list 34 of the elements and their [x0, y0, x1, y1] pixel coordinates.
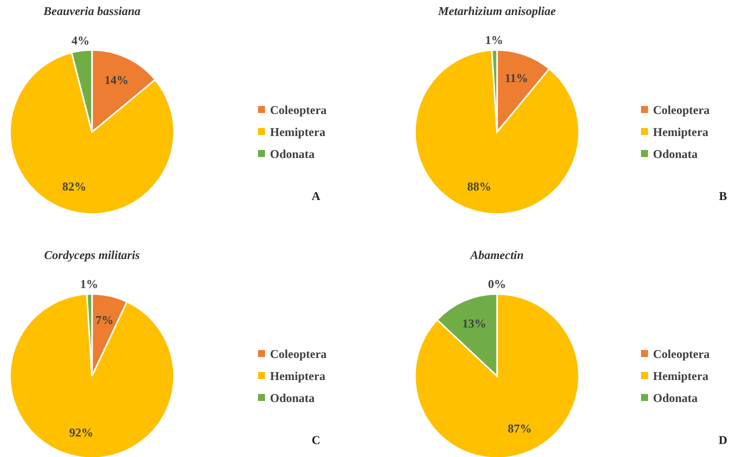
chart-title: Abamectin [469, 248, 524, 262]
pie-slice [414, 49, 580, 215]
legend-label: Odonata [270, 147, 315, 161]
legend-label: Coleoptera [653, 103, 710, 117]
data-label: 87% [508, 422, 532, 436]
chart-title: Cordyceps militaris [44, 248, 140, 262]
text: A [312, 189, 321, 203]
chart-title: Beauveria bassiana [42, 4, 141, 18]
legend-label: Odonata [653, 391, 698, 405]
data-label: 7% [96, 312, 114, 327]
data-label: 1% [80, 277, 98, 292]
data-label: 82% [62, 180, 86, 194]
text: 0% [488, 277, 506, 291]
text: B [718, 189, 728, 203]
legend-label: Coleoptera [653, 347, 710, 361]
legend-label: Hemiptera [653, 125, 708, 139]
data-label: 1% [485, 33, 504, 48]
data-label: 13% [462, 316, 486, 330]
data-label: 88% [467, 180, 492, 194]
legend-label: Odonata [270, 391, 315, 405]
text: D [718, 433, 728, 447]
data-label: 92% [69, 425, 94, 440]
data-label: 11% [504, 70, 528, 85]
pie-slice [9, 52, 175, 215]
legend-label: Hemiptera [270, 369, 326, 383]
data-label: 4% [71, 34, 90, 48]
text: C [312, 433, 320, 447]
legend-label: Coleoptera [270, 347, 327, 361]
legend-label: Hemiptera [653, 369, 708, 383]
legend-label: Hemiptera [270, 125, 326, 139]
legend-label: Odonata [653, 147, 698, 161]
chart-title: Metarhizium anisopliae [437, 4, 557, 18]
data-label: 14% [104, 73, 128, 88]
legend-label: Coleoptera [270, 103, 327, 117]
